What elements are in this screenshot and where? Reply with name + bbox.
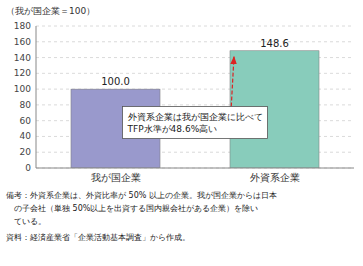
y-tick-label: 100: [14, 84, 31, 94]
y-tick-label: 120: [14, 68, 31, 78]
annotation: 外資系企業は我が国企業に比べて TFP水準が48.6%高い: [123, 107, 268, 139]
x-axis-line: [36, 168, 354, 169]
y-tick-label: 20: [20, 147, 32, 157]
grid-line: [36, 41, 354, 42]
y-tick-label: 60: [20, 116, 32, 126]
x-tick-label: 外資系企業: [250, 172, 300, 183]
annotation-text: TFP水準が48.6%高い: [127, 124, 218, 134]
chart: （我が国企業＝100） 0 20 40 60 80 100 120 140 160 180 我が国企業…: [0, 0, 363, 266]
y-axis-line: [36, 26, 37, 168]
y-axis-label: （我が国企業＝100）: [6, 6, 95, 16]
x-tick-label: 我が国企業: [91, 172, 141, 183]
grid-line: [36, 26, 354, 27]
y-tick-label: 180: [14, 21, 31, 31]
bars: [71, 51, 319, 168]
note: の子会社（単独 50%以上を出資する国内親会社がある企業）を除い: [6, 204, 258, 213]
grid-line: [36, 168, 354, 169]
y-tick-label: 140: [14, 53, 31, 63]
note: 備考：外資系企業は、外資比率が 50% 以上の企業。我が国企業からは日本: [6, 191, 277, 200]
y-tick-label: 0: [25, 163, 31, 173]
y-tick-label: 40: [20, 131, 32, 141]
annotation-arrow: [231, 57, 234, 107]
data-label: 148.6: [260, 38, 289, 49]
note: ている。: [6, 217, 46, 226]
note: 資料：経済産業省「企業活動基本調査」から作成。: [6, 233, 190, 242]
annotation-text: 外資系企業は我が国企業に比べて: [128, 112, 263, 122]
annotation-box: [123, 107, 268, 139]
data-label: 100.0: [101, 76, 130, 87]
y-tick-label: 80: [20, 100, 32, 110]
y-tick-label: 160: [14, 37, 31, 47]
page: {"chart_data": {"type": "bar", "ylabel":…: [0, 0, 363, 266]
